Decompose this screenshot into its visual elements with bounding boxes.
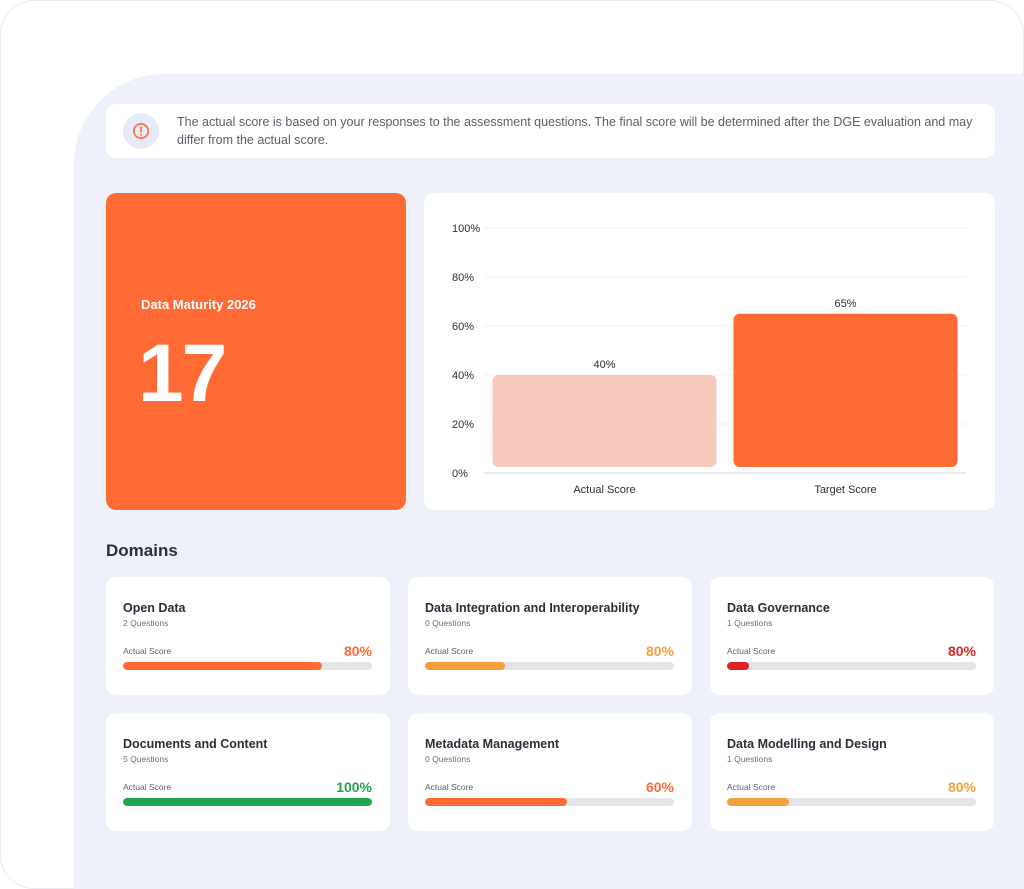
- domain-name: Data Integration and Interoperability: [425, 601, 640, 615]
- score-progress-fill: [727, 662, 750, 670]
- score-progress-track: [123, 798, 372, 806]
- domain-question-count: 0 Questions: [425, 754, 471, 764]
- domain-card[interactable]: Data Modelling and Design 1 Questions Actu…: [710, 713, 994, 831]
- actual-score-label: Actual Score: [727, 782, 776, 792]
- score-progress-fill: [727, 798, 790, 806]
- y-tick-label: 40%: [452, 370, 474, 382]
- domain-score-percent: 80%: [343, 643, 372, 659]
- domains-heading: Domains: [106, 541, 178, 560]
- score-chart-card: 0% 20% 40% 60% 80% 100% 40% Actual Score 65% Targ…: [424, 193, 995, 510]
- domain-name: Data Governance: [727, 601, 830, 615]
- y-tick-label: 20%: [452, 419, 474, 431]
- y-tick-label: 60%: [452, 321, 474, 333]
- actual-score-label: Actual Score: [123, 782, 172, 792]
- actual-score-label: Actual Score: [727, 646, 776, 656]
- score-progress-fill: [425, 798, 567, 806]
- domain-question-count: 2 Questions: [123, 618, 169, 628]
- notice-text: The actual score is based on your respon…: [177, 115, 973, 147]
- bar-actual-score: [492, 375, 717, 467]
- domain-name: Metadata Management: [425, 737, 560, 751]
- maturity-value: 17: [138, 328, 227, 419]
- score-progress-track: [425, 662, 674, 670]
- bar-value-label: 40%: [593, 359, 615, 371]
- domain-score-percent: 80%: [645, 643, 674, 659]
- info-icon: [123, 113, 159, 149]
- score-progress-track: [425, 798, 674, 806]
- domain-score-percent: 60%: [645, 779, 674, 795]
- domain-card[interactable]: Open Data 2 Questions Actual Score 80%: [106, 577, 390, 695]
- score-progress-fill: [123, 662, 323, 670]
- domain-card[interactable]: Data Governance 1 Questions Actual Score 80…: [710, 577, 994, 695]
- score-progress-track: [123, 662, 372, 670]
- domain-score-percent: 80%: [947, 779, 976, 795]
- score-progress-fill: [123, 798, 372, 806]
- bar-target-score: [733, 313, 958, 467]
- maturity-title: Data Maturity 2026: [141, 297, 256, 312]
- bar-value-label: 65%: [834, 298, 856, 310]
- actual-score-label: Actual Score: [425, 646, 474, 656]
- domain-name: Documents and Content: [123, 737, 268, 751]
- y-tick-label: 100%: [452, 223, 480, 235]
- score-progress-track: [727, 662, 976, 670]
- x-category-label: Actual Score: [573, 484, 635, 496]
- x-category-label: Target Score: [814, 484, 876, 496]
- maturity-score-card: Data Maturity 2026 17: [106, 193, 406, 510]
- score-notice: The actual score is based on your respon…: [106, 104, 995, 158]
- actual-score-label: Actual Score: [123, 646, 172, 656]
- domain-card[interactable]: Documents and Content 5 Questions Actual S…: [106, 713, 390, 831]
- domain-question-count: 1 Questions: [727, 754, 773, 764]
- domain-score-percent: 80%: [947, 643, 976, 659]
- domain-card[interactable]: Metadata Management 0 Questions Actual Sco…: [408, 713, 692, 831]
- domain-question-count: 5 Questions: [123, 754, 169, 764]
- domain-question-count: 0 Questions: [425, 618, 471, 628]
- score-progress-track: [727, 798, 976, 806]
- domain-question-count: 1 Questions: [727, 618, 773, 628]
- domain-name: Data Modelling and Design: [727, 737, 887, 751]
- domain-score-percent: 100%: [336, 779, 372, 795]
- score-progress-fill: [425, 662, 505, 670]
- y-tick-label: 0%: [452, 468, 468, 480]
- actual-score-label: Actual Score: [425, 782, 474, 792]
- score-bar-chart: 0% 20% 40% 60% 80% 100% 40% Actual Score 65% Targ…: [452, 223, 966, 496]
- y-tick-label: 80%: [452, 272, 474, 284]
- domain-card[interactable]: Data Integration and Interoperability 0 Q…: [408, 577, 692, 695]
- domain-name: Open Data: [123, 601, 186, 615]
